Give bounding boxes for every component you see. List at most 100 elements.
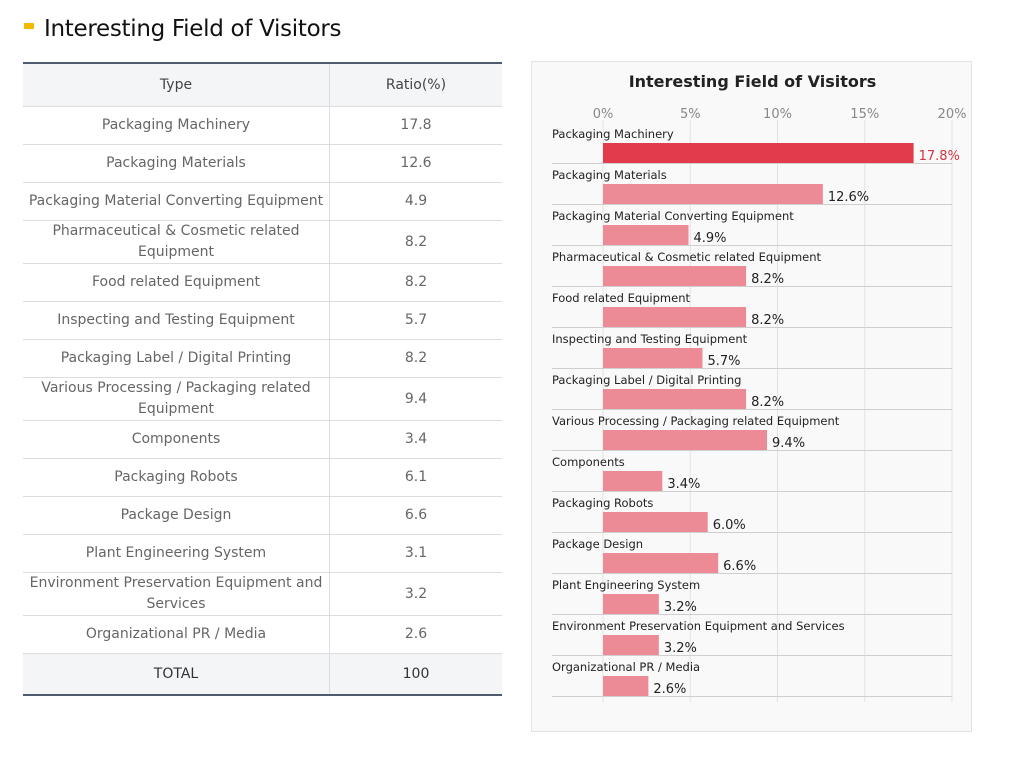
- category-label: Inspecting and Testing Equipment: [552, 332, 748, 346]
- row-ratio-cell: 9.4: [329, 377, 502, 421]
- table-row: Pharmaceutical & Cosmetic related Equipm…: [23, 220, 502, 264]
- bar: [603, 348, 703, 368]
- bar: [603, 143, 914, 163]
- category-label: Package Design: [552, 537, 643, 551]
- table-header-row: Type Ratio(%): [23, 63, 502, 107]
- row-ratio-cell: 17.8: [329, 106, 502, 145]
- category-label: Environment Preservation Equipment and S…: [552, 619, 845, 633]
- value-label: 4.9%: [694, 231, 727, 246]
- value-label: 17.8%: [919, 149, 960, 164]
- row-type-cell: Food related Equipment: [23, 263, 330, 302]
- chart-panel: Interesting Field of Visitors 0% 5% 10% 15%…: [531, 61, 972, 732]
- table-row: Packaging Machinery 17.8: [23, 106, 502, 145]
- bar: [603, 430, 768, 450]
- value-label: 9.4%: [772, 436, 805, 451]
- value-label: 8.2%: [751, 272, 784, 287]
- bar: [603, 553, 719, 573]
- table-body: Packaging Machinery 17.8 Packaging Materia…: [23, 106, 502, 654]
- row-ratio-cell: 5.7: [329, 301, 502, 340]
- value-label: 8.2%: [751, 395, 784, 410]
- category-label: Plant Engineering System: [552, 578, 700, 592]
- bar-chart: 0% 5% 10% 15% 20% Packaging Machinery 17.8% Pac…: [552, 107, 967, 702]
- value-label: 5.7%: [707, 354, 740, 369]
- value-label: 3.4%: [667, 477, 700, 492]
- row-ratio-cell: 3.4: [329, 420, 502, 459]
- table-row: Packaging Label / Digital Printing 8.2: [23, 339, 502, 378]
- row-type-cell: Packaging Label / Digital Printing: [23, 339, 330, 378]
- column-header-type: Type: [23, 63, 330, 107]
- category-label: Packaging Materials: [552, 168, 667, 182]
- value-label: 3.2%: [664, 600, 697, 615]
- category-label: Various Processing / Packaging related E…: [552, 414, 840, 428]
- value-label: 12.6%: [828, 190, 869, 205]
- value-label: 3.2%: [664, 641, 697, 656]
- table-row: Organizational PR / Media 2.6: [23, 615, 502, 654]
- section-title-marker: [24, 23, 34, 29]
- bar: [603, 635, 659, 655]
- column-header-ratio: Ratio(%): [329, 63, 502, 107]
- x-tick-label: 5%: [680, 107, 701, 122]
- x-tick-label: 10%: [763, 107, 792, 122]
- row-type-cell: Components: [23, 420, 330, 459]
- total-value: 100: [329, 653, 502, 695]
- bar: [603, 594, 659, 614]
- bar: [603, 389, 747, 409]
- bar: [603, 512, 708, 532]
- row-type-cell: Packaging Material Converting Equipment: [23, 182, 330, 221]
- category-label: Packaging Label / Digital Printing: [552, 373, 741, 387]
- row-type-cell: Environment Preservation Equipment and S…: [23, 572, 330, 616]
- row-ratio-cell: 3.1: [329, 534, 502, 573]
- table-row: Packaging Material Converting Equipment 4…: [23, 182, 502, 221]
- table-row: Package Design 6.6: [23, 496, 502, 535]
- row-ratio-cell: 2.6: [329, 615, 502, 654]
- table-row: Environment Preservation Equipment and S…: [23, 572, 502, 616]
- bar: [603, 307, 747, 327]
- bar: [603, 471, 663, 491]
- row-type-cell: Organizational PR / Media: [23, 615, 330, 654]
- value-label: 8.2%: [751, 313, 784, 328]
- row-ratio-cell: 6.1: [329, 458, 502, 497]
- x-tick-label: 20%: [938, 107, 967, 122]
- row-type-cell: Various Processing / Packaging related E…: [23, 377, 330, 421]
- table-row: Packaging Robots 6.1: [23, 458, 502, 497]
- value-label: 6.0%: [713, 518, 746, 533]
- row-ratio-cell: 8.2: [329, 220, 502, 264]
- table-row: Inspecting and Testing Equipment 5.7: [23, 301, 502, 340]
- chart-title: Interesting Field of Visitors: [628, 72, 877, 91]
- row-type-cell: Inspecting and Testing Equipment: [23, 301, 330, 340]
- row-type-cell: Pharmaceutical & Cosmetic related Equipm…: [23, 220, 330, 264]
- row-ratio-cell: 8.2: [329, 339, 502, 378]
- row-ratio-cell: 8.2: [329, 263, 502, 302]
- table-total-row: TOTAL 100: [23, 653, 502, 695]
- table-row: Various Processing / Packaging related E…: [23, 377, 502, 421]
- bar: [603, 225, 689, 245]
- row-type-cell: Packaging Robots: [23, 458, 330, 497]
- category-label: Packaging Material Converting Equipment: [552, 209, 794, 223]
- table-row: Packaging Materials 12.6: [23, 144, 502, 183]
- table-row: Food related Equipment 8.2: [23, 263, 502, 302]
- row-type-cell: Plant Engineering System: [23, 534, 330, 573]
- category-label: Pharmaceutical & Cosmetic related Equipm…: [552, 250, 822, 264]
- bar: [603, 184, 823, 204]
- row-ratio-cell: 3.2: [329, 572, 502, 616]
- bar: [603, 266, 747, 286]
- total-label: TOTAL: [23, 653, 330, 695]
- section-title: Interesting Field of Visitors: [44, 16, 342, 42]
- ratio-table: Type Ratio(%) Packaging Machinery 17.8 Pac…: [23, 62, 502, 696]
- row-ratio-cell: 4.9: [329, 182, 502, 221]
- table-row: Plant Engineering System 3.1: [23, 534, 502, 573]
- category-label: Packaging Machinery: [552, 127, 674, 141]
- category-label: Food related Equipment: [552, 291, 690, 305]
- value-label: 6.6%: [723, 559, 756, 574]
- row-type-cell: Packaging Materials: [23, 144, 330, 183]
- x-tick-label: 15%: [850, 107, 879, 122]
- bar: [603, 676, 649, 696]
- x-tick-label: 0%: [593, 107, 614, 122]
- category-label: Packaging Robots: [552, 496, 653, 510]
- row-type-cell: Packaging Machinery: [23, 106, 330, 145]
- row-ratio-cell: 6.6: [329, 496, 502, 535]
- row-ratio-cell: 12.6: [329, 144, 502, 183]
- row-type-cell: Package Design: [23, 496, 330, 535]
- category-label: Components: [552, 455, 625, 469]
- table-row: Components 3.4: [23, 420, 502, 459]
